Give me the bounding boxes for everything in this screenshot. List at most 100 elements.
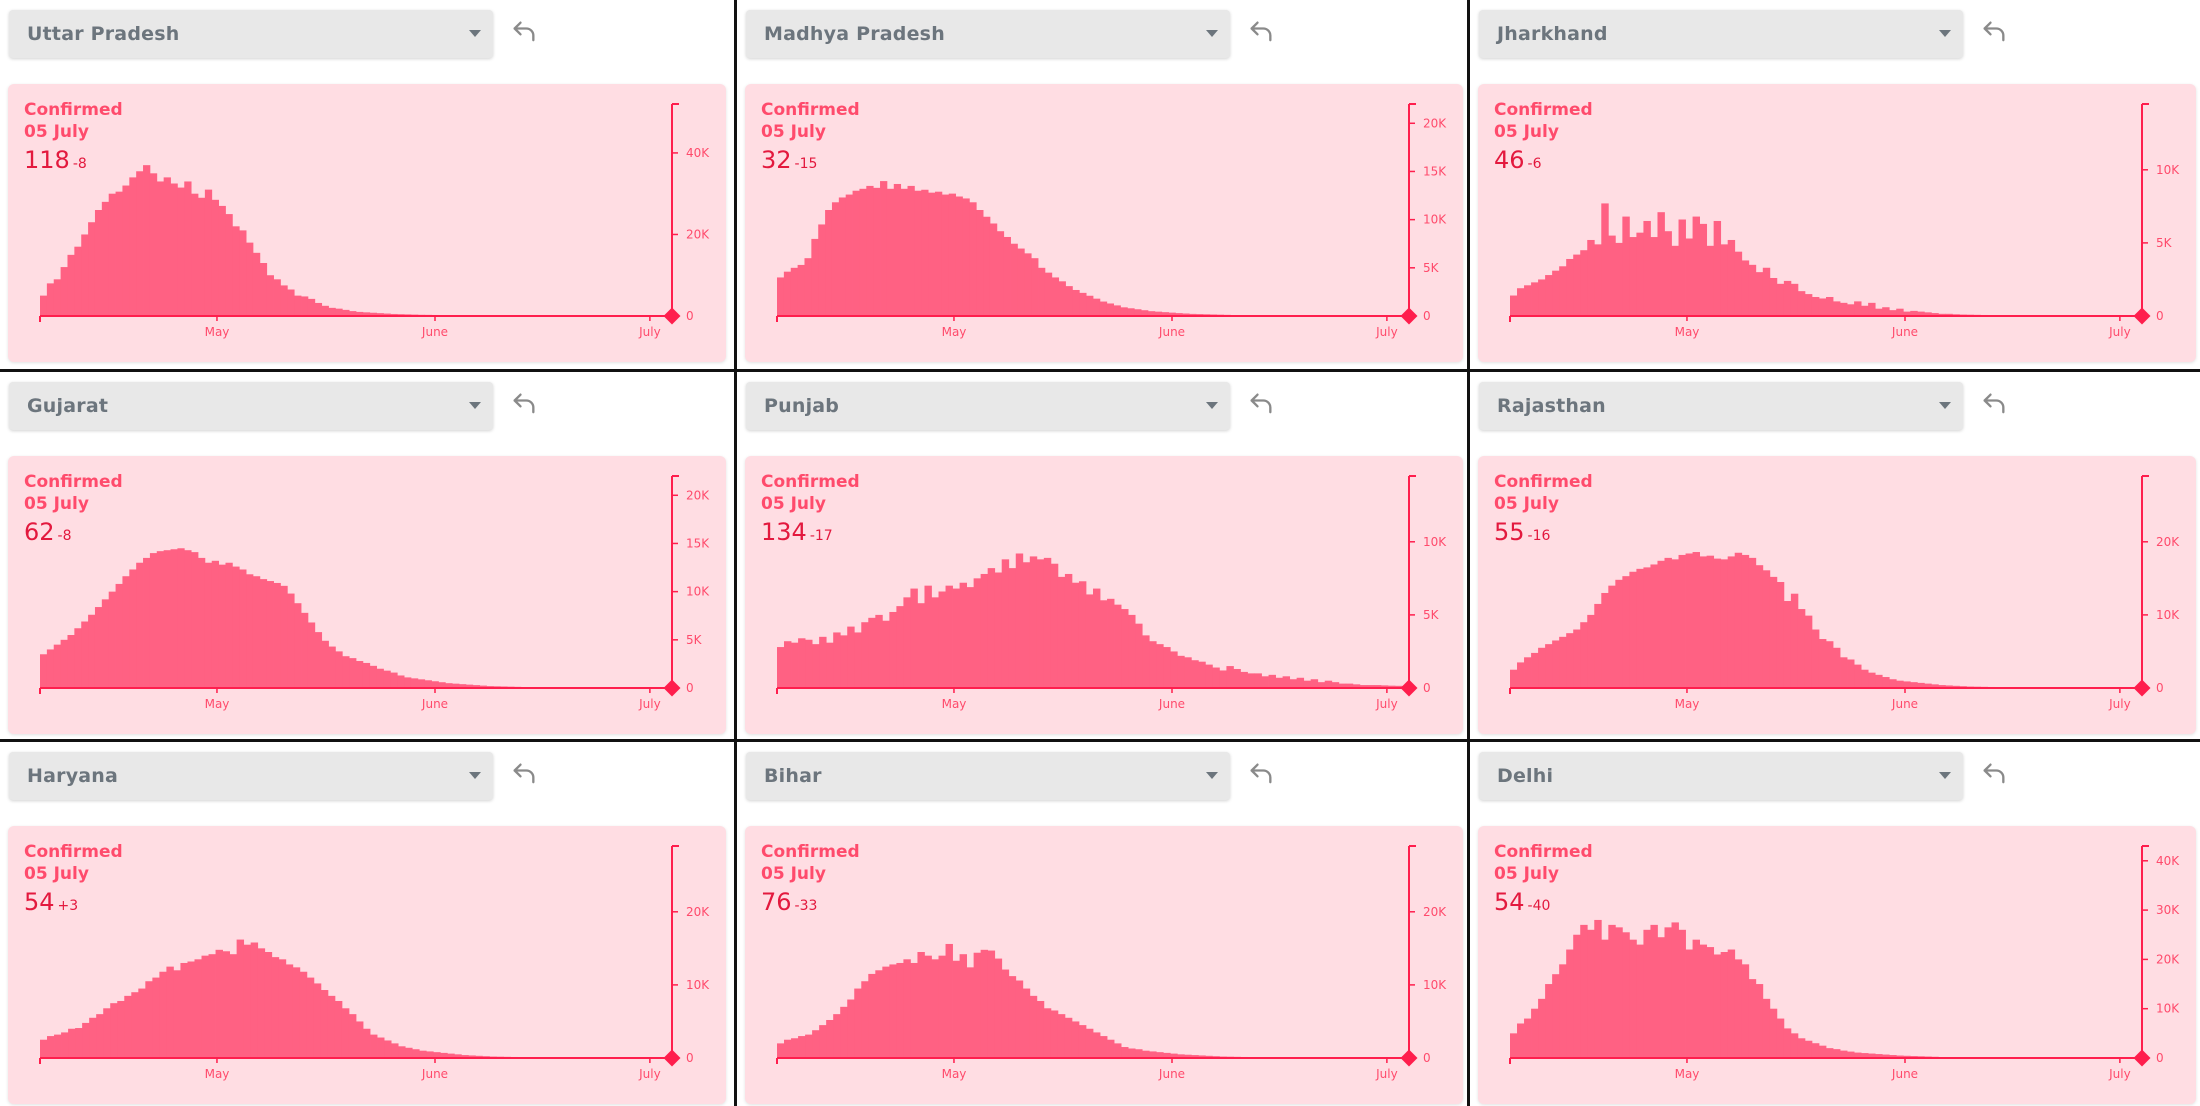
bar bbox=[910, 588, 918, 688]
bar bbox=[1797, 1038, 1806, 1058]
bar bbox=[1099, 301, 1108, 316]
bar bbox=[239, 569, 247, 688]
bar bbox=[797, 264, 805, 316]
histogram-chart: 20K 15K 10K 5K 0 May June July bbox=[39, 475, 710, 711]
bar bbox=[1861, 305, 1869, 316]
y-tick-label: 20K bbox=[2156, 535, 2180, 549]
state-dropdown[interactable]: Delhi bbox=[1479, 752, 1963, 800]
bar bbox=[273, 582, 281, 688]
bar bbox=[369, 665, 378, 688]
bar bbox=[218, 564, 226, 688]
bar bbox=[1517, 288, 1525, 316]
bar bbox=[1161, 312, 1169, 316]
chevron-down-icon bbox=[1939, 30, 1951, 37]
bar bbox=[1601, 203, 1609, 316]
bar bbox=[1001, 559, 1010, 688]
bar bbox=[156, 181, 165, 316]
bar bbox=[1545, 275, 1553, 316]
back-button[interactable] bbox=[1247, 390, 1275, 418]
bar bbox=[1100, 600, 1108, 688]
bar bbox=[973, 952, 982, 1058]
bar bbox=[917, 603, 925, 688]
bar bbox=[335, 651, 343, 688]
bar bbox=[1615, 927, 1623, 1058]
bar bbox=[294, 295, 302, 316]
bar bbox=[1818, 639, 1827, 688]
bar bbox=[40, 295, 48, 316]
bar bbox=[1531, 282, 1539, 316]
bar bbox=[103, 1008, 111, 1058]
bar bbox=[1678, 929, 1686, 1058]
y-tick-label: 0 bbox=[1423, 309, 1431, 323]
y-tick-label: 5K bbox=[1423, 261, 1440, 275]
bar bbox=[1205, 1055, 1213, 1058]
chevron-down-icon bbox=[469, 772, 481, 779]
bar bbox=[204, 562, 213, 688]
bar bbox=[1797, 291, 1806, 316]
state-dropdown[interactable]: Bihar bbox=[746, 752, 1230, 800]
y-tick-label: 15K bbox=[686, 537, 710, 551]
bar bbox=[935, 191, 943, 316]
bar bbox=[1003, 236, 1011, 316]
y-tick-label: 20K bbox=[686, 488, 710, 502]
bar bbox=[1713, 558, 1722, 688]
x-tick-label: June bbox=[421, 1067, 448, 1081]
x-tick-label: May bbox=[205, 697, 230, 711]
bar bbox=[1903, 1055, 1911, 1058]
bar bbox=[1854, 1052, 1862, 1058]
bar bbox=[1790, 1033, 1799, 1058]
bar bbox=[117, 1000, 125, 1058]
bar bbox=[1868, 1053, 1876, 1058]
back-button[interactable] bbox=[1247, 18, 1275, 46]
bar bbox=[156, 551, 165, 688]
back-button[interactable] bbox=[1980, 760, 2008, 788]
bar bbox=[191, 552, 199, 688]
x-tick-label: July bbox=[1375, 325, 1398, 339]
back-button[interactable] bbox=[1980, 390, 2008, 418]
bar bbox=[1219, 670, 1227, 688]
bar bbox=[1114, 604, 1122, 688]
back-button[interactable] bbox=[1247, 760, 1275, 788]
state-dropdown[interactable]: Jharkhand bbox=[1479, 10, 1963, 58]
chart-title: Confirmed bbox=[1494, 100, 1593, 120]
back-button[interactable] bbox=[510, 760, 538, 788]
bar bbox=[390, 313, 398, 316]
bar bbox=[1031, 258, 1039, 316]
confirmed-value: 134 -17 bbox=[761, 518, 833, 546]
bar bbox=[983, 216, 991, 316]
bar bbox=[285, 964, 294, 1058]
state-dropdown[interactable]: Madhya Pradesh bbox=[746, 10, 1230, 58]
bar bbox=[1566, 633, 1574, 688]
state-dropdown[interactable]: Punjab bbox=[746, 382, 1230, 430]
bar bbox=[1636, 232, 1644, 316]
state-dropdown[interactable]: Gujarat bbox=[9, 382, 493, 430]
bar bbox=[320, 990, 329, 1058]
back-button[interactable] bbox=[1980, 18, 2008, 46]
back-button[interactable] bbox=[510, 18, 538, 46]
bar bbox=[1170, 1053, 1178, 1058]
bar bbox=[1587, 239, 1595, 316]
x-tick-label: July bbox=[638, 325, 661, 339]
bar bbox=[1559, 636, 1567, 688]
bar bbox=[1366, 685, 1375, 688]
back-button[interactable] bbox=[510, 390, 538, 418]
bar bbox=[1191, 660, 1199, 688]
current-point-marker bbox=[1400, 679, 1418, 697]
bar bbox=[1826, 296, 1834, 316]
histogram-chart: 20K 15K 10K 5K 0 May June July bbox=[776, 103, 1447, 339]
bar bbox=[959, 954, 967, 1058]
bar bbox=[149, 173, 158, 316]
bar bbox=[61, 1032, 69, 1058]
bar bbox=[1847, 1051, 1855, 1058]
state-dropdown[interactable]: Uttar Pradesh bbox=[9, 10, 493, 58]
confirmed-chart-card: Confirmed 05 July 118 -8 40K 20K 0 May June July bbox=[8, 84, 726, 362]
state-dropdown[interactable]: Rajasthan bbox=[1479, 382, 1963, 430]
histogram-chart: 10K 5K 0 May June July bbox=[1509, 103, 2180, 339]
state-dropdown[interactable]: Haryana bbox=[9, 752, 493, 800]
bar bbox=[1629, 939, 1637, 1058]
bar bbox=[938, 591, 946, 688]
bar bbox=[1240, 671, 1248, 688]
bar bbox=[1917, 311, 1925, 316]
bar bbox=[280, 285, 288, 316]
bar bbox=[180, 962, 188, 1058]
